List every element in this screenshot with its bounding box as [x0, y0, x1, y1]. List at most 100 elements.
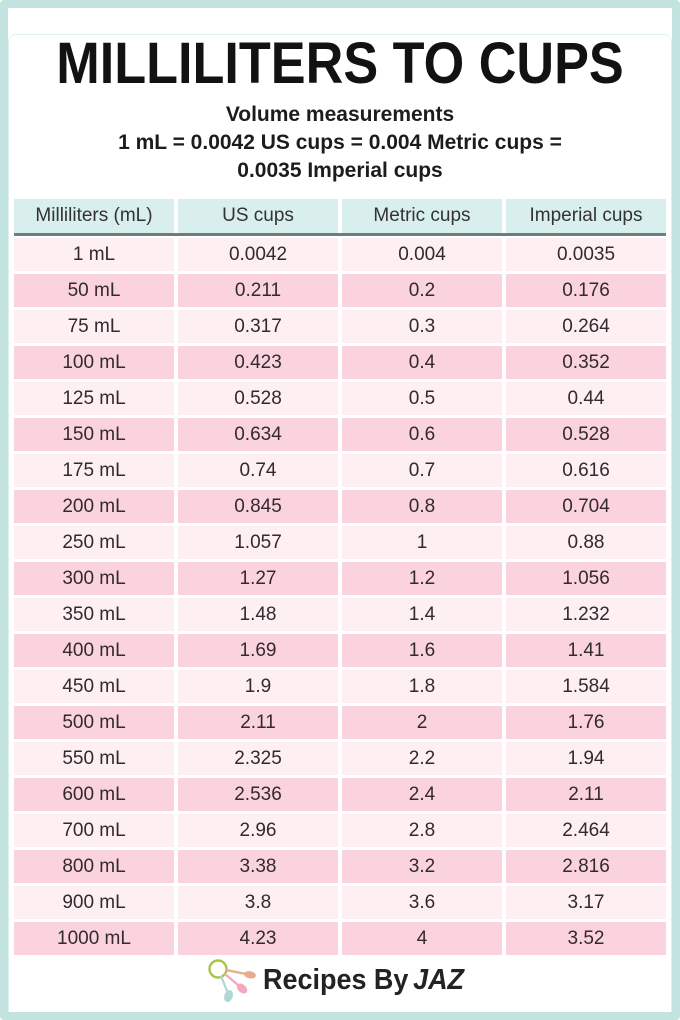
value-cell: 0.8 [342, 490, 502, 523]
ml-cell: 150 mL [14, 418, 174, 451]
ml-cell: 350 mL [14, 598, 174, 631]
value-cell: 0.634 [178, 418, 338, 451]
value-cell: 0.264 [506, 310, 666, 343]
value-cell: 0.44 [506, 382, 666, 415]
value-cell: 1.584 [506, 670, 666, 703]
table-row: 550 mL 2.325 2.2 1.94 [14, 742, 666, 775]
ml-cell: 100 mL [14, 346, 174, 379]
value-cell: 2.325 [178, 742, 338, 775]
table-row: 600 mL 2.536 2.4 2.11 [14, 778, 666, 811]
value-cell: 4.23 [178, 922, 338, 955]
table-row: 300 mL 1.27 1.2 1.056 [14, 562, 666, 595]
measuring-spoons-icon [208, 959, 256, 1003]
page-title: MILLILITERS TO CUPS [56, 31, 624, 96]
table-row: 450 mL 1.9 1.8 1.584 [14, 670, 666, 703]
value-cell: 1 [342, 526, 502, 559]
table-row: 200 mL 0.845 0.8 0.704 [14, 490, 666, 523]
value-cell: 0.317 [178, 310, 338, 343]
value-cell: 1.232 [506, 598, 666, 631]
value-cell: 0.176 [506, 274, 666, 307]
value-cell: 2 [342, 706, 502, 739]
table-row: 700 mL 2.96 2.8 2.464 [14, 814, 666, 847]
table-row: 1000 mL 4.23 4 3.52 [14, 922, 666, 955]
value-cell: 0.845 [178, 490, 338, 523]
value-cell: 0.352 [506, 346, 666, 379]
value-cell: 0.88 [506, 526, 666, 559]
subtitle: Volume measurements [225, 103, 455, 126]
value-cell: 0.7 [342, 454, 502, 487]
ml-cell: 1 mL [14, 238, 174, 271]
value-cell: 1.9 [178, 670, 338, 703]
spoon-salmon [225, 968, 256, 979]
header-cell: US cups [178, 199, 338, 233]
value-cell: 2.816 [506, 850, 666, 883]
header-cell: Metric cups [342, 199, 502, 233]
table-row: 150 mL 0.634 0.6 0.528 [14, 418, 666, 451]
value-cell: 3.8 [178, 886, 338, 919]
table-row: 125 mL 0.528 0.5 0.44 [14, 382, 666, 415]
value-cell: 0.616 [506, 454, 666, 487]
value-cell: 0.528 [178, 382, 338, 415]
table-row: 900 mL 3.8 3.6 3.17 [14, 886, 666, 919]
value-cell: 2.96 [178, 814, 338, 847]
table-body: 1 mL 0.0042 0.004 0.0035 50 mL 0.211 0.2 0.176 7… [14, 238, 666, 955]
value-cell: 2.4 [342, 778, 502, 811]
ml-cell: 50 mL [14, 274, 174, 307]
header-cell: Milliliters (mL) [14, 199, 174, 233]
ml-cell: 200 mL [14, 490, 174, 523]
table-row: 75 mL 0.317 0.3 0.264 [14, 310, 666, 343]
value-cell: 0.211 [178, 274, 338, 307]
ml-cell: 800 mL [14, 850, 174, 883]
conversion-note: 1 mL = 0.0042 US cups = 0.004 Metric cup… [8, 129, 672, 185]
value-cell: 0.423 [178, 346, 338, 379]
value-cell: 0.0035 [506, 238, 666, 271]
value-cell: 3.17 [506, 886, 666, 919]
ml-cell: 250 mL [14, 526, 174, 559]
value-cell: 1.27 [178, 562, 338, 595]
value-cell: 1.056 [506, 562, 666, 595]
table-row: 1 mL 0.0042 0.004 0.0035 [14, 238, 666, 271]
ml-cell: 600 mL [14, 778, 174, 811]
header-cell: Imperial cups [506, 199, 666, 233]
value-cell: 0.5 [342, 382, 502, 415]
table-row: 800 mL 3.38 3.2 2.816 [14, 850, 666, 883]
ml-cell: 125 mL [14, 382, 174, 415]
ml-cell: 300 mL [14, 562, 174, 595]
table-row: 100 mL 0.423 0.4 0.352 [14, 346, 666, 379]
value-cell: 1.8 [342, 670, 502, 703]
brand-name: Recipes By JAZ [263, 964, 464, 997]
value-cell: 1.48 [178, 598, 338, 631]
value-cell: 3.38 [178, 850, 338, 883]
value-cell: 0.2 [342, 274, 502, 307]
value-cell: 4 [342, 922, 502, 955]
value-cell: 0.3 [342, 310, 502, 343]
table-row: 175 mL 0.74 0.7 0.616 [14, 454, 666, 487]
ml-cell: 400 mL [14, 634, 174, 667]
value-cell: 2.11 [506, 778, 666, 811]
ml-cell: 1000 mL [14, 922, 174, 955]
value-cell: 3.52 [506, 922, 666, 955]
value-cell: 0.704 [506, 490, 666, 523]
value-cell: 2.8 [342, 814, 502, 847]
value-cell: 1.94 [506, 742, 666, 775]
brand-text: Recipes By [262, 963, 409, 996]
table-row: 350 mL 1.48 1.4 1.232 [14, 598, 666, 631]
conversion-line-2: 0.0035 Imperial cups [237, 159, 443, 182]
ml-cell: 450 mL [14, 670, 174, 703]
value-cell: 2.536 [178, 778, 338, 811]
value-cell: 0.4 [342, 346, 502, 379]
value-cell: 0.528 [506, 418, 666, 451]
value-cell: 1.6 [342, 634, 502, 667]
value-cell: 1.057 [178, 526, 338, 559]
conversion-table: Milliliters (mL) US cups Metric cups Imperi… [14, 199, 666, 955]
brand-name-italic: JAZ [412, 963, 464, 996]
value-cell: 0.6 [342, 418, 502, 451]
spoon-teal [219, 975, 233, 1003]
value-cell: 1.76 [506, 706, 666, 739]
footer: Recipes By JAZ [8, 958, 672, 1003]
table-row: 50 mL 0.211 0.2 0.176 [14, 274, 666, 307]
value-cell: 1.69 [178, 634, 338, 667]
value-cell: 1.41 [506, 634, 666, 667]
table-row: 500 mL 2.11 2 1.76 [14, 706, 666, 739]
